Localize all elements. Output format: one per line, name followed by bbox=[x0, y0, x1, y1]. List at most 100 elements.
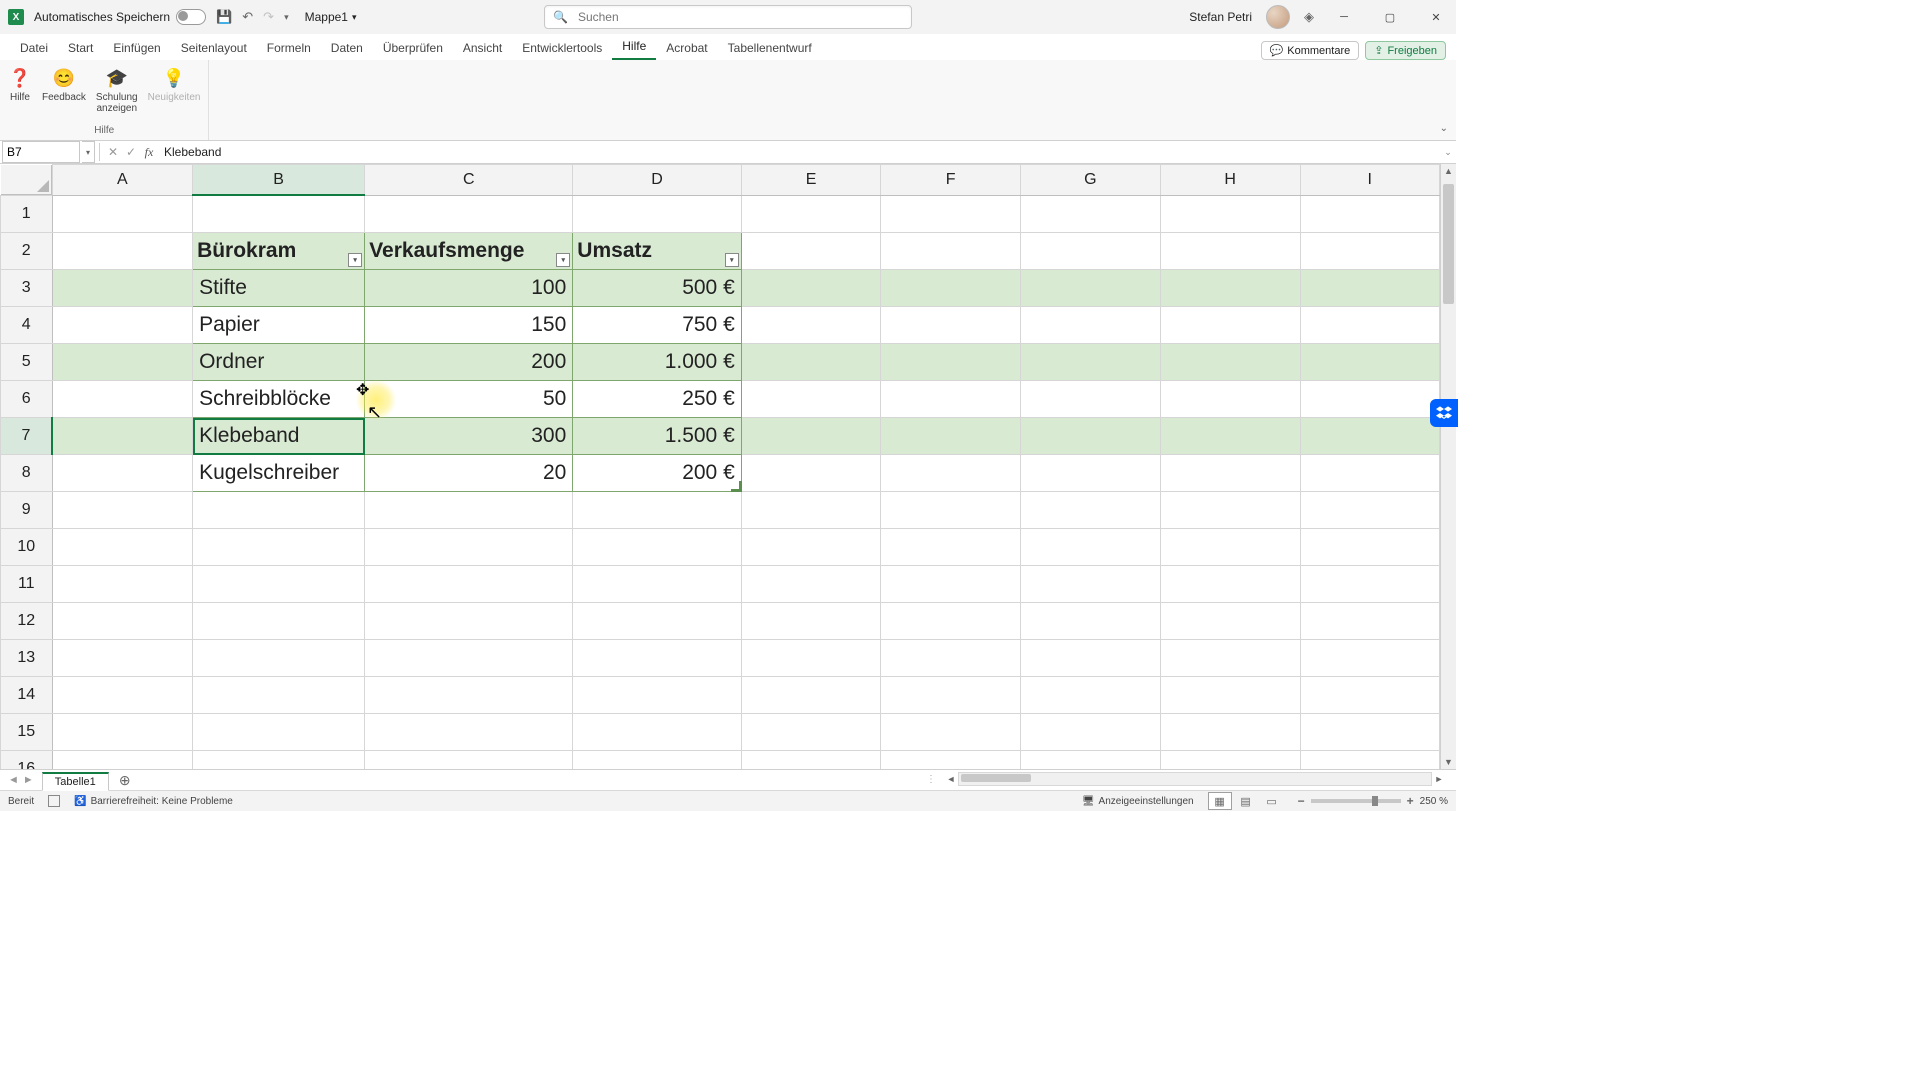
ribbon-tab-datei[interactable]: Datei bbox=[10, 37, 58, 60]
hscroll-thumb[interactable] bbox=[961, 774, 1031, 782]
cell-I10[interactable] bbox=[1300, 529, 1440, 566]
cell-B1[interactable] bbox=[193, 195, 365, 233]
cell-E14[interactable] bbox=[741, 677, 881, 714]
cell-F14[interactable] bbox=[881, 677, 1021, 714]
cell-B5[interactable]: Ordner bbox=[193, 344, 365, 381]
cell-C9[interactable] bbox=[365, 492, 573, 529]
cell-A10[interactable] bbox=[52, 529, 193, 566]
cell-G5[interactable] bbox=[1020, 344, 1160, 381]
cell-G2[interactable] bbox=[1020, 233, 1160, 270]
cell-F15[interactable] bbox=[881, 714, 1021, 751]
cell-I16[interactable] bbox=[1300, 751, 1440, 770]
cell-H11[interactable] bbox=[1160, 566, 1300, 603]
cell-E2[interactable] bbox=[741, 233, 881, 270]
cell-B7[interactable]: Klebeband bbox=[193, 418, 365, 455]
cell-H8[interactable] bbox=[1160, 455, 1300, 492]
search-box[interactable]: 🔍 bbox=[544, 5, 912, 29]
page-break-view-button[interactable]: ▭ bbox=[1260, 792, 1284, 810]
redo-icon[interactable]: ↷ bbox=[263, 9, 274, 25]
cell-C8[interactable]: 20 bbox=[365, 455, 573, 492]
cell-G4[interactable] bbox=[1020, 307, 1160, 344]
cell-C13[interactable] bbox=[365, 640, 573, 677]
save-icon[interactable]: 💾 bbox=[216, 9, 232, 25]
cell-G12[interactable] bbox=[1020, 603, 1160, 640]
table-resize-handle[interactable] bbox=[731, 481, 742, 492]
ribbon-collapse-icon[interactable]: ⌄ bbox=[1440, 123, 1448, 134]
cell-H14[interactable] bbox=[1160, 677, 1300, 714]
zoom-out-button[interactable]: − bbox=[1298, 794, 1305, 808]
scroll-down-icon[interactable]: ▼ bbox=[1441, 757, 1456, 767]
cell-G16[interactable] bbox=[1020, 751, 1160, 770]
cell-D16[interactable] bbox=[573, 751, 741, 770]
cell-F1[interactable] bbox=[881, 195, 1021, 233]
column-header-H[interactable]: H bbox=[1160, 165, 1300, 196]
cell-A2[interactable] bbox=[52, 233, 193, 270]
ribbon-tab-ansicht[interactable]: Ansicht bbox=[453, 37, 512, 60]
column-header-B[interactable]: B bbox=[193, 165, 365, 196]
sheet-split-icon[interactable]: ⋮ bbox=[926, 774, 936, 785]
qat-dropdown-icon[interactable]: ▾ bbox=[284, 12, 289, 23]
row-header-13[interactable]: 13 bbox=[1, 640, 53, 677]
cell-F9[interactable] bbox=[881, 492, 1021, 529]
ribbon-tab-einfügen[interactable]: Einfügen bbox=[103, 37, 170, 60]
cell-B16[interactable] bbox=[193, 751, 365, 770]
cell-D2[interactable]: Umsatz▾ bbox=[573, 233, 741, 270]
cell-B15[interactable] bbox=[193, 714, 365, 751]
cell-C11[interactable] bbox=[365, 566, 573, 603]
sheet-nav-next-icon[interactable]: ► bbox=[23, 774, 34, 786]
cell-A8[interactable] bbox=[52, 455, 193, 492]
scroll-up-icon[interactable]: ▲ bbox=[1441, 166, 1456, 176]
cell-B3[interactable]: Stifte bbox=[193, 270, 365, 307]
cell-B10[interactable] bbox=[193, 529, 365, 566]
dropbox-icon[interactable] bbox=[1430, 399, 1458, 427]
cell-I11[interactable] bbox=[1300, 566, 1440, 603]
accessibility-status[interactable]: ♿ Barrierefreiheit: Keine Probleme bbox=[74, 796, 233, 807]
ribbon-button[interactable]: 🎓Schulunganzeigen bbox=[94, 64, 140, 116]
column-header-A[interactable]: A bbox=[52, 165, 193, 196]
ribbon-tab-tabellenentwurf[interactable]: Tabellenentwurf bbox=[718, 37, 822, 60]
window-minimize-button[interactable]: ─ bbox=[1328, 0, 1360, 34]
cell-I4[interactable] bbox=[1300, 307, 1440, 344]
cell-B2[interactable]: Bürokram▾ bbox=[193, 233, 365, 270]
cell-C2[interactable]: Verkaufsmenge▾ bbox=[365, 233, 573, 270]
cell-F8[interactable] bbox=[881, 455, 1021, 492]
undo-icon[interactable]: ↶ bbox=[242, 9, 253, 25]
cell-C14[interactable] bbox=[365, 677, 573, 714]
name-box[interactable] bbox=[2, 141, 80, 163]
cell-I7[interactable] bbox=[1300, 418, 1440, 455]
cell-D12[interactable] bbox=[573, 603, 741, 640]
cell-A12[interactable] bbox=[52, 603, 193, 640]
cell-E5[interactable] bbox=[741, 344, 881, 381]
ribbon-tab-überprüfen[interactable]: Überprüfen bbox=[373, 37, 453, 60]
toggle-switch-icon[interactable] bbox=[176, 9, 206, 25]
cell-I8[interactable] bbox=[1300, 455, 1440, 492]
autosave-toggle[interactable]: Automatisches Speichern bbox=[34, 9, 206, 25]
formula-input[interactable]: Klebeband bbox=[158, 145, 1440, 159]
spreadsheet-grid[interactable]: ABCDEFGHI12Bürokram▾Verkaufsmenge▾Umsatz… bbox=[0, 164, 1456, 769]
cell-G8[interactable] bbox=[1020, 455, 1160, 492]
user-name[interactable]: Stefan Petri bbox=[1189, 10, 1252, 24]
zoom-in-button[interactable]: + bbox=[1407, 794, 1414, 808]
ribbon-tab-hilfe[interactable]: Hilfe bbox=[612, 35, 656, 60]
cell-G6[interactable] bbox=[1020, 381, 1160, 418]
cell-H12[interactable] bbox=[1160, 603, 1300, 640]
cell-H2[interactable] bbox=[1160, 233, 1300, 270]
user-avatar[interactable] bbox=[1266, 5, 1290, 29]
cell-E8[interactable] bbox=[741, 455, 881, 492]
cell-G9[interactable] bbox=[1020, 492, 1160, 529]
horizontal-scrollbar[interactable]: ⋮ ◄ ► bbox=[926, 773, 1446, 785]
cell-G14[interactable] bbox=[1020, 677, 1160, 714]
cell-D4[interactable]: 750 € bbox=[573, 307, 741, 344]
column-header-I[interactable]: I bbox=[1300, 165, 1440, 196]
ribbon-button[interactable]: 😊Feedback bbox=[40, 64, 88, 116]
display-settings-button[interactable]: 🖥 Anzeigeeinstellungen bbox=[1082, 796, 1194, 807]
cell-C6[interactable]: 50 bbox=[365, 381, 573, 418]
window-close-button[interactable]: ✕ bbox=[1420, 0, 1452, 34]
cancel-formula-icon[interactable]: ✕ bbox=[104, 145, 122, 159]
cell-G15[interactable] bbox=[1020, 714, 1160, 751]
row-header-2[interactable]: 2 bbox=[1, 233, 53, 270]
cell-F3[interactable] bbox=[881, 270, 1021, 307]
diamond-icon[interactable]: ◈ bbox=[1304, 9, 1314, 25]
cell-C3[interactable]: 100 bbox=[365, 270, 573, 307]
cell-H6[interactable] bbox=[1160, 381, 1300, 418]
